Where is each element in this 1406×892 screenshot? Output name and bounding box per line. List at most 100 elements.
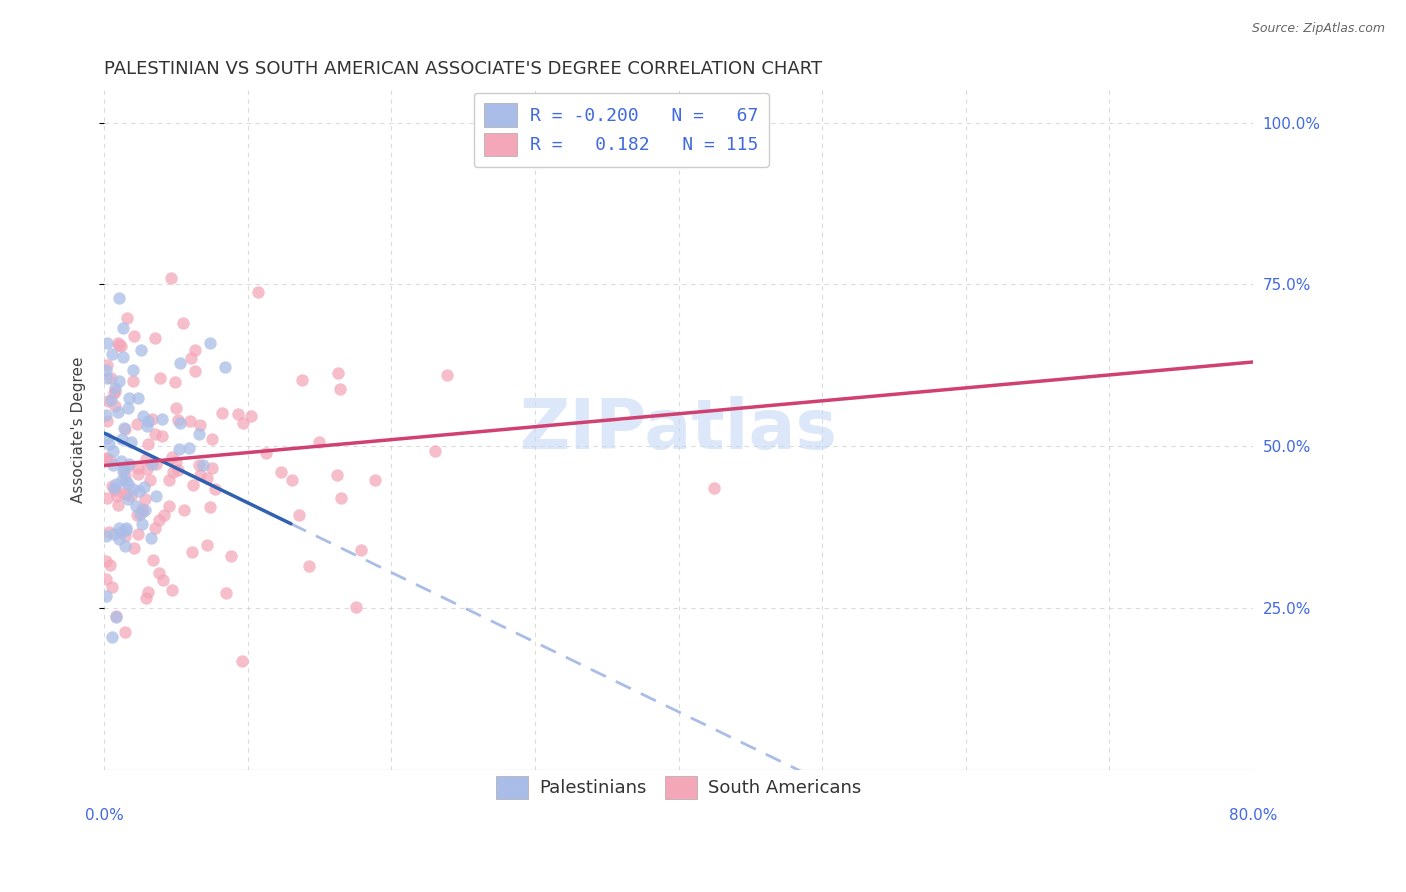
Point [108,532,131,546]
Point [111,473,134,487]
Point [297,559,319,574]
Point [703,481,725,495]
Point [96,371,118,385]
Text: PALESTINIAN VS SOUTH AMERICAN ASSOCIATE'S DEGREE CORRELATION CHART: PALESTINIAN VS SOUTH AMERICAN ASSOCIATE'… [104,60,823,78]
Point [97,393,120,408]
Point [350,543,373,558]
Point [134,502,156,516]
Point [143,521,166,535]
Point [145,458,167,472]
Point [142,553,165,567]
Point [117,311,139,326]
Legend: Palestinians, South Americans: Palestinians, South Americans [486,767,870,808]
Text: Source: ZipAtlas.com: Source: ZipAtlas.com [1251,22,1385,36]
Point [163,375,186,389]
Point [97,524,120,539]
Text: 0.0%: 0.0% [84,808,124,823]
Point [118,457,141,471]
Point [96,336,118,351]
Point [131,505,153,519]
Point [330,491,353,505]
Point [107,336,129,351]
Point [118,392,141,406]
Point [143,331,166,345]
Point [96,431,118,445]
Point [117,401,139,416]
Point [188,467,211,482]
Point [246,285,269,299]
Point [124,328,146,343]
Point [188,427,211,442]
Point [198,335,221,350]
Point [104,384,127,398]
Point [201,461,224,475]
Point [94,362,117,376]
Point [135,451,157,466]
Point [96,491,118,505]
Point [134,480,156,494]
Point [112,350,135,364]
Point [114,475,136,489]
Point [104,381,127,395]
Point [139,473,162,487]
Point [141,457,163,471]
Text: 80.0%: 80.0% [1229,808,1277,823]
Y-axis label: Associate's Degree: Associate's Degree [72,357,86,503]
Point [291,373,314,387]
Point [364,473,387,487]
Point [167,442,190,456]
Point [136,437,159,451]
Point [226,407,249,421]
Point [131,501,153,516]
Point [169,356,191,370]
Point [195,471,218,485]
Point [165,401,187,416]
Point [94,408,117,422]
Point [180,351,202,365]
Point [101,458,124,472]
Point [94,451,117,466]
Point [135,591,157,606]
Point [308,434,330,449]
Text: ZIPatlas: ZIPatlas [520,396,838,464]
Point [270,465,292,479]
Point [117,492,139,507]
Point [423,444,446,458]
Point [108,291,131,305]
Point [96,358,118,372]
Point [101,630,124,644]
Point [100,393,122,408]
Point [179,414,201,428]
Point [120,489,142,503]
Point [184,364,207,378]
Point [122,374,145,388]
Point [122,541,145,555]
Point [127,527,149,541]
Point [157,499,180,513]
Point [107,404,129,418]
Point [172,316,194,330]
Point [120,434,142,449]
Point [112,421,135,435]
Point [122,362,145,376]
Point [254,446,277,460]
Point [94,451,117,466]
Point [115,487,138,501]
Point [214,586,236,600]
Point [132,409,155,424]
Point [125,500,148,514]
Point [108,521,131,535]
Point [115,521,138,535]
Point [148,513,170,527]
Point [134,491,156,506]
Point [100,347,122,361]
Point [177,441,200,455]
Point [129,343,152,357]
Point [98,558,121,573]
Point [117,477,139,491]
Point [107,337,129,351]
Point [169,417,191,431]
Point [150,412,173,426]
Point [94,554,117,568]
Point [436,368,458,383]
